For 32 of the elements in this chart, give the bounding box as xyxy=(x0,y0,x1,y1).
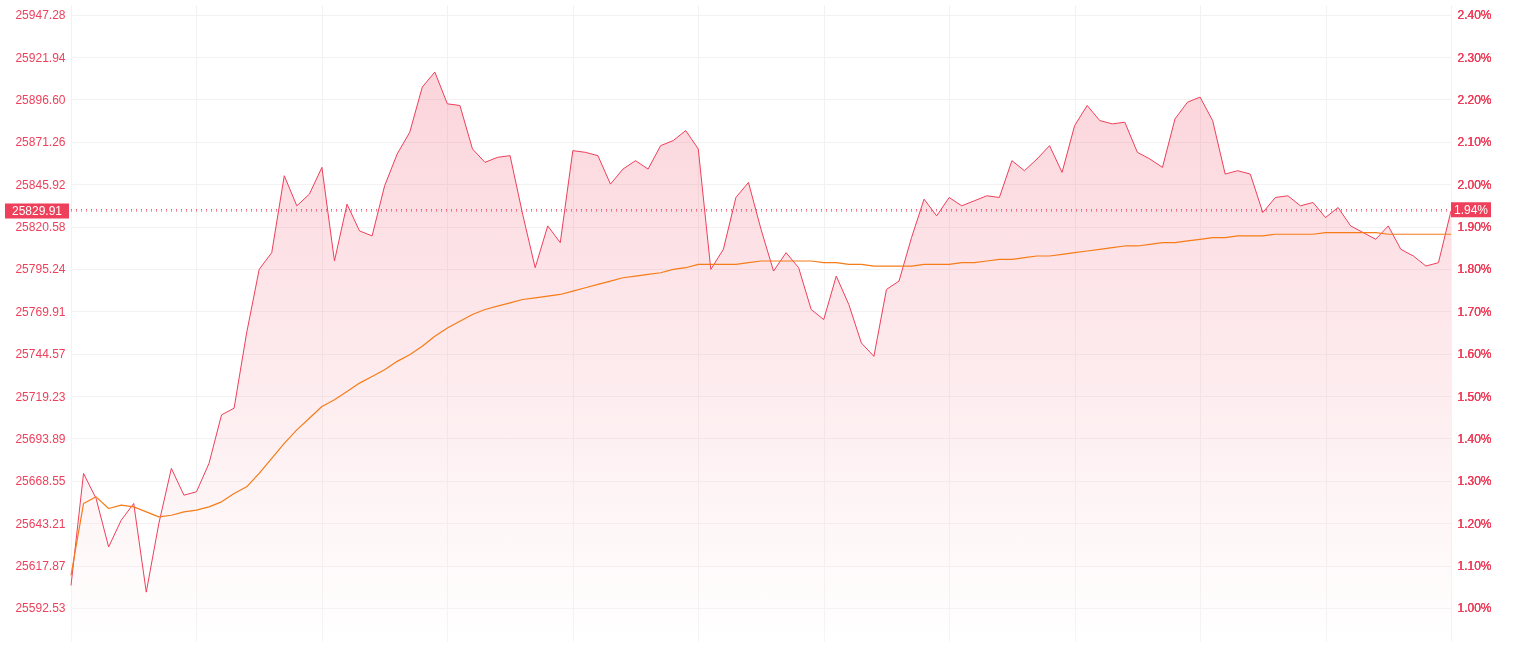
y2-tick-label: 1.00% xyxy=(1457,601,1492,616)
y-tick-label: 25947.28 xyxy=(15,8,66,23)
y2-tick-label: 2.30% xyxy=(1457,50,1492,65)
y-tick-label: 25871.26 xyxy=(15,135,66,150)
y-tick-label: 25719.23 xyxy=(15,389,66,404)
y2-tick-label: 1.50% xyxy=(1457,389,1492,404)
y-tick-label: 25820.58 xyxy=(15,220,66,235)
y-tick-label: 25592.53 xyxy=(15,601,66,616)
y2-tick-label: 1.90% xyxy=(1457,220,1492,235)
y-tick-label: 25795.24 xyxy=(15,262,66,277)
y2-tick-label: 1.30% xyxy=(1457,474,1492,489)
y2-tick-label: 2.20% xyxy=(1457,92,1492,107)
y2-tick-label: 1.60% xyxy=(1457,347,1492,362)
y2-tick-label: 1.10% xyxy=(1457,559,1492,574)
y-tick-label: 25643.21 xyxy=(15,516,66,531)
y2-tick-label: 1.70% xyxy=(1457,304,1492,319)
y-tick-label: 25921.94 xyxy=(15,50,66,65)
y2-tick-label: 2.10% xyxy=(1457,135,1492,150)
ref-line-label: 1.94% xyxy=(1453,202,1489,217)
y2-tick-label: 1.80% xyxy=(1457,262,1492,277)
y-tick-label: 25693.89 xyxy=(15,431,66,446)
y2-tick-label: 2.40% xyxy=(1457,8,1492,23)
y-tick-label: 25896.60 xyxy=(15,92,66,107)
y2-tick-label: 1.20% xyxy=(1457,516,1492,531)
y2-tick-label: 2.00% xyxy=(1457,177,1492,192)
y-tick-label: 25769.91 xyxy=(15,304,66,319)
y-tick-label: 25744.57 xyxy=(15,347,66,362)
y-tick-label: 25617.87 xyxy=(15,559,66,574)
ref-line-label: 25829.91 xyxy=(11,204,63,218)
y-tick-label: 25845.92 xyxy=(15,177,66,192)
y2-tick-label: 1.40% xyxy=(1457,431,1492,446)
y-tick-label: 25668.55 xyxy=(15,474,66,489)
